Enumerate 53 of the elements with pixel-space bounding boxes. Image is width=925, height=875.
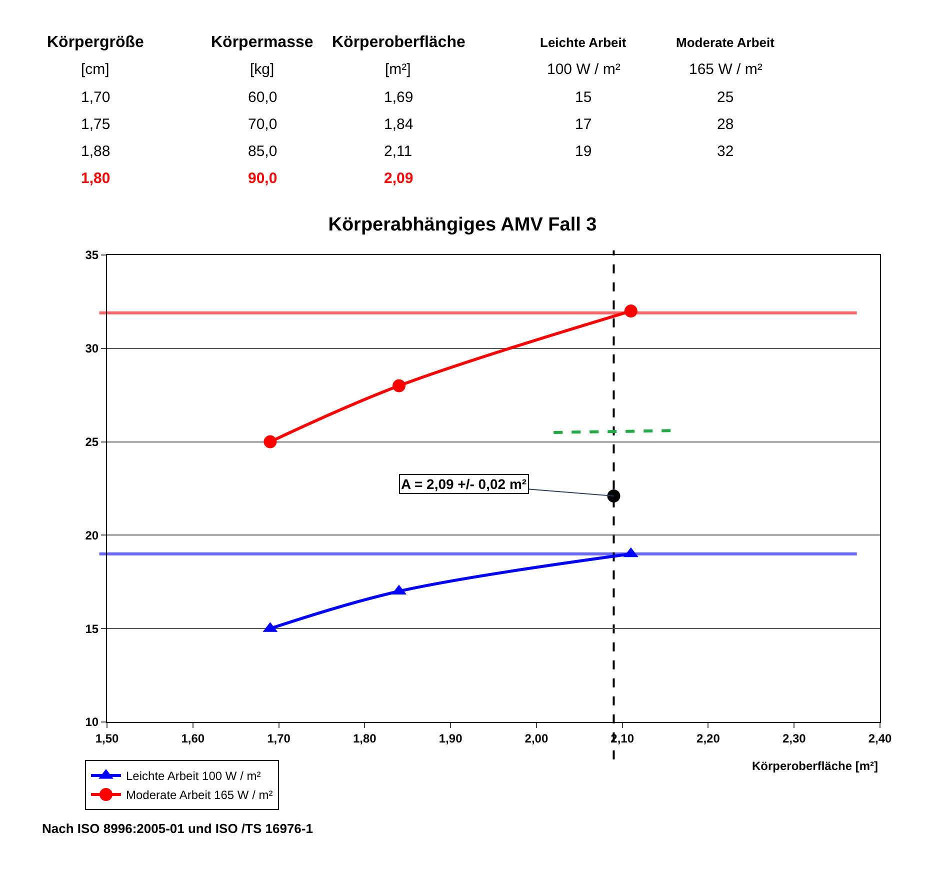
x-axis-title: Körperoberfläche [m²]: [752, 759, 878, 773]
x-tick-label: 2,30: [782, 731, 806, 746]
y-tick-label: 15: [85, 622, 99, 636]
text: 2,09: [384, 170, 414, 187]
text: [m²]: [385, 61, 411, 78]
text: 165 W / m²: [689, 61, 762, 78]
text: 1,70: [81, 89, 110, 106]
x-tick-label: 2,20: [696, 731, 720, 746]
text: [cm]: [81, 61, 110, 78]
x-tick-label: 1,60: [181, 731, 205, 746]
text: 2,11: [384, 143, 412, 160]
x-tick-label: 1,50: [95, 731, 119, 746]
text: 60,0: [248, 89, 278, 106]
text: 70,0: [248, 116, 278, 133]
text: Körpermasse: [211, 34, 314, 51]
x-tick-label: 1,90: [438, 731, 463, 746]
text: 1,69: [384, 89, 414, 106]
y-tick-label: 25: [85, 435, 99, 449]
chart-title: Körperabhängiges AMV Fall 3: [328, 214, 597, 236]
text: 15: [575, 89, 592, 106]
point: [264, 435, 277, 448]
text: 90,0: [248, 170, 278, 187]
text: Körperoberfläche: [332, 34, 466, 51]
text: 85,0: [248, 143, 278, 160]
text: Körpergröße: [47, 34, 144, 51]
y-tick-label: 35: [85, 248, 99, 262]
text: 1,84: [384, 116, 414, 133]
text: [kg]: [250, 61, 274, 78]
legend-label: Moderate Arbeit 165 W / m²: [126, 788, 273, 802]
x-tick-label: 2,40: [868, 731, 892, 746]
point: [607, 489, 620, 502]
point: [624, 304, 638, 318]
y-tick-label: 10: [85, 715, 99, 730]
x-tick-label: 1,70: [267, 731, 291, 746]
text: 1,75: [81, 116, 110, 133]
text: Nach ISO 8996:2005-01 und ISO /TS 16976-1: [42, 821, 313, 836]
text: 32: [717, 143, 734, 160]
text: 1,88: [81, 143, 110, 160]
y-tick-label: 30: [85, 342, 99, 356]
text: 17: [575, 116, 592, 133]
x-tick-label: 2,00: [524, 731, 548, 746]
legend-label: Leichte Arbeit 100 W / m²: [126, 769, 261, 784]
text: 100 W / m²: [547, 61, 620, 78]
text: 25: [717, 89, 734, 106]
text: Leichte Arbeit: [540, 35, 627, 50]
annotation: A = 2,09 +/- 0,02 m²: [401, 476, 527, 492]
x-tick-label: 1,80: [352, 731, 377, 746]
y-tick-label: 20: [85, 528, 99, 542]
text: Moderate Arbeit: [676, 35, 776, 50]
text: 28: [717, 116, 734, 133]
text: 19: [575, 143, 592, 160]
text: 1,80: [81, 170, 110, 187]
point: [392, 379, 406, 392]
